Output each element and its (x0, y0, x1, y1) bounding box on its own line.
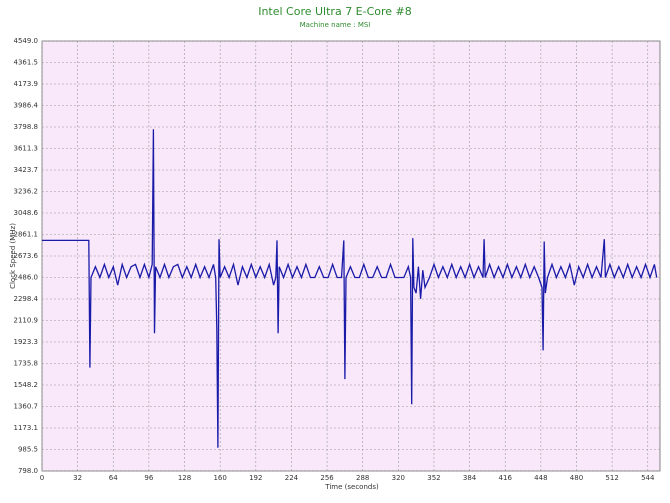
x-tick-label: 416 (499, 474, 513, 482)
y-tick-label: 3236.2 (14, 187, 39, 195)
y-tick-label: 3423.7 (14, 166, 39, 174)
y-tick-label: 2298.4 (14, 295, 39, 303)
y-tick-label: 3986.4 (14, 101, 39, 109)
y-axis-label: Clock Speed (MHz) (9, 223, 17, 289)
x-tick-label: 544 (641, 474, 655, 482)
y-tick-label: 985.5 (18, 446, 38, 454)
y-tick-label: 1548.2 (14, 381, 39, 389)
x-tick-label: 384 (463, 474, 477, 482)
x-tick-label: 0 (40, 474, 44, 482)
y-tick-label: 1360.7 (14, 402, 39, 410)
y-tick-label: 2673.6 (14, 252, 39, 260)
x-tick-label: 32 (73, 474, 82, 482)
x-tick-label: 256 (320, 474, 334, 482)
x-tick-label: 320 (392, 474, 405, 482)
data-line (42, 129, 658, 448)
x-tick-label: 160 (213, 474, 226, 482)
y-tick-label: 3611.3 (14, 144, 39, 152)
x-tick-label: 448 (534, 474, 547, 482)
x-tick-label: 64 (109, 474, 118, 482)
chart-title: Intel Core Ultra 7 E-Core #8 (258, 5, 412, 18)
y-tick-label: 798.0 (18, 467, 38, 475)
x-tick-label: 224 (285, 474, 299, 482)
chart-subtitle: Machine name : MSI (300, 21, 371, 29)
y-tick-label: 4549.0 (14, 37, 39, 45)
x-tick-label: 352 (427, 474, 440, 482)
x-tick-label: 192 (249, 474, 262, 482)
y-tick-label: 1173.1 (14, 424, 39, 432)
x-tick-label: 288 (356, 474, 369, 482)
y-tick-label: 2861.1 (14, 230, 39, 238)
y-tick-label: 1923.3 (14, 338, 39, 346)
y-tick-label: 2110.9 (14, 316, 39, 324)
y-tick-label: 3798.8 (14, 123, 39, 131)
x-axis-label: Time (seconds) (324, 483, 379, 491)
y-tick-label: 1735.8 (14, 359, 39, 367)
y-tick-label: 4361.5 (14, 58, 39, 66)
x-tick-label: 512 (605, 474, 618, 482)
x-tick-label: 128 (178, 474, 191, 482)
y-tick-label: 2486.0 (14, 273, 39, 281)
y-tick-label: 4173.9 (14, 80, 39, 88)
y-tick-label: 3048.6 (14, 209, 39, 217)
x-tick-label: 480 (570, 474, 583, 482)
x-tick-label: 96 (144, 474, 153, 482)
